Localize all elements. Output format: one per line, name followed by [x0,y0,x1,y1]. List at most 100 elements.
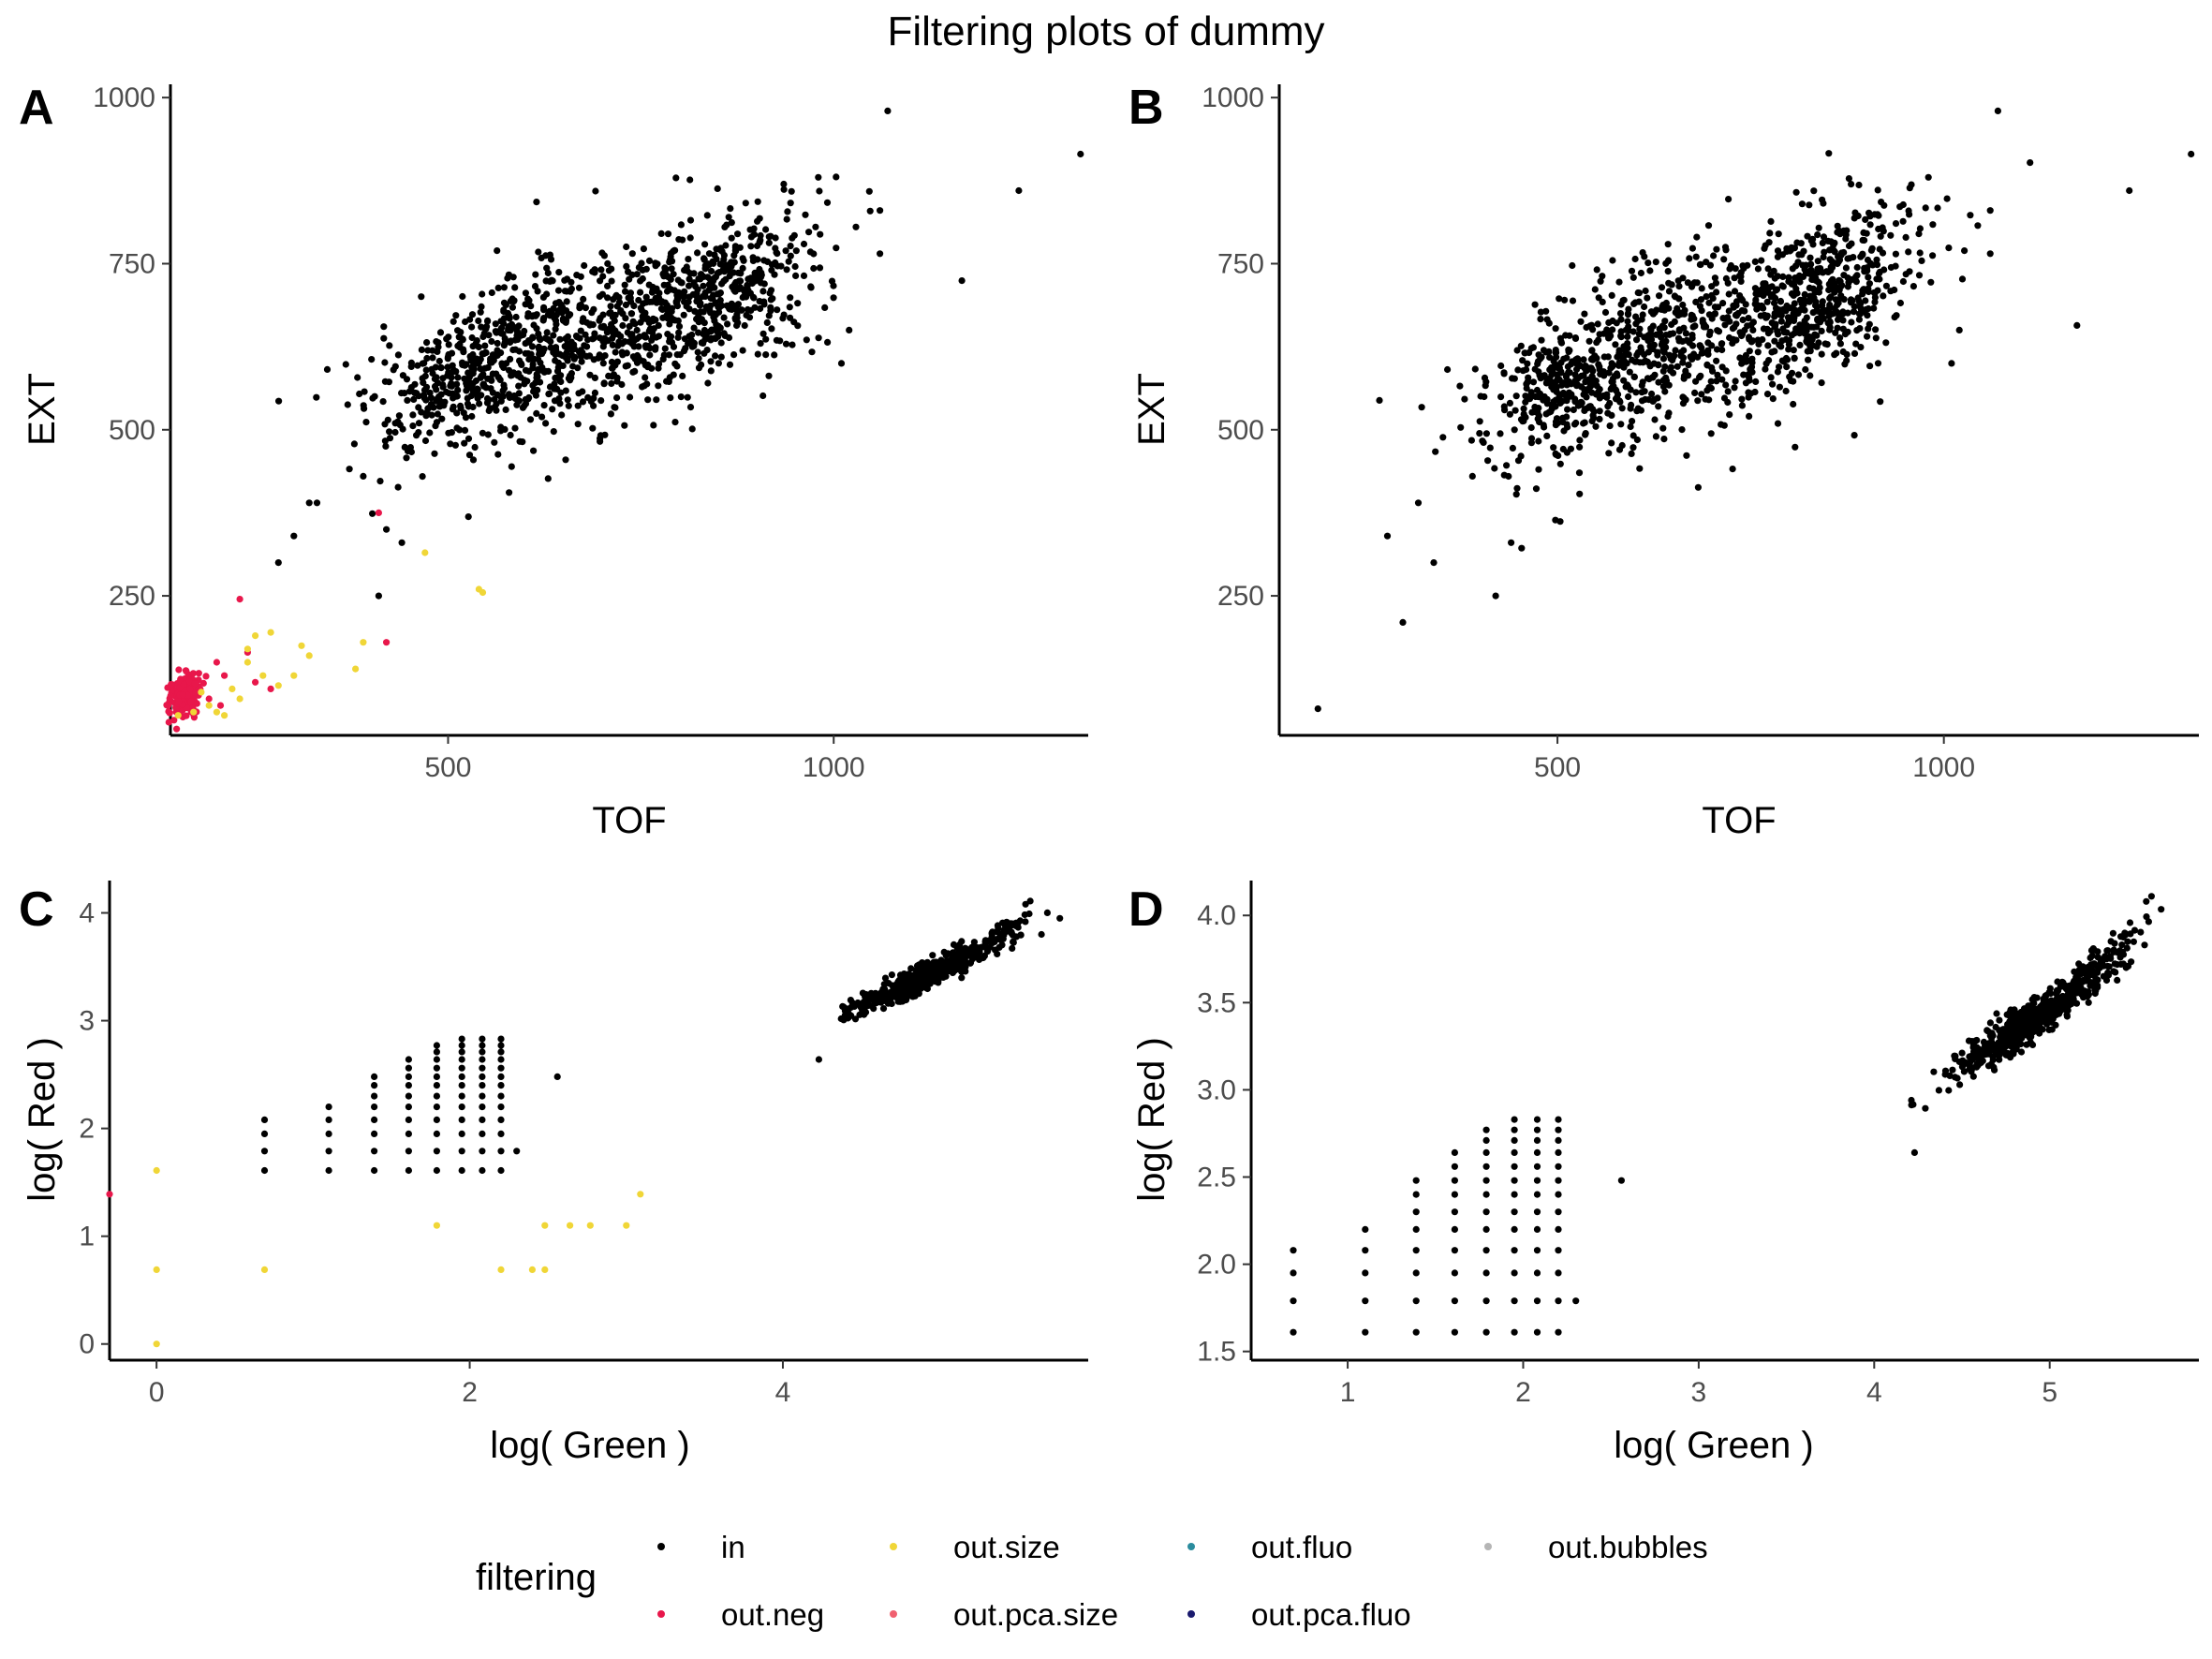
data-point [1845,175,1852,183]
x-tick-label: 4 [775,1377,791,1408]
y-tick-label: 2 [79,1114,95,1145]
data-point [612,291,620,299]
data-point [1689,323,1697,331]
data-point [484,431,492,438]
data-point [806,248,815,256]
data-point [1851,349,1859,357]
data-point [1601,308,1610,317]
data-point [541,334,550,342]
data-point [815,173,822,181]
data-point [675,322,684,330]
data-point [515,382,523,390]
data-point [680,311,687,318]
data-point [1704,222,1713,230]
data-point [415,420,423,427]
data-point [1866,221,1874,229]
data-point [1592,378,1600,385]
legend: filtering in out.size out.fluo out.bubbleso… [476,1530,1708,1632]
data-point [541,1222,549,1229]
panel-tag: D [1128,882,1164,937]
data-point [929,952,936,959]
data-point [544,475,552,482]
data-point [1635,331,1643,338]
data-point [452,368,460,376]
data-point [1699,317,1706,324]
data-point [726,304,733,312]
data-point [458,1104,465,1111]
data-point [852,223,860,230]
data-point [670,271,677,278]
data-point [1737,277,1745,285]
data-point [1899,200,1907,209]
data-point [1608,291,1615,299]
data-point [1555,1225,1562,1233]
data-point [1705,331,1713,339]
data-point [577,273,584,280]
data-point [1922,1104,1929,1112]
data-point [1685,362,1692,369]
data-point [1771,337,1778,345]
data-point [1595,361,1602,368]
y-tick-label: 250 [109,581,155,612]
data-point [1718,346,1726,354]
data-point [1665,288,1674,295]
data-point [419,473,426,481]
data-point [800,272,808,279]
data-point [695,364,703,372]
data-point [881,997,890,1005]
data-point [891,984,898,992]
data-point [1952,1074,1959,1081]
data-point [815,1056,823,1063]
data-point [229,685,236,693]
data-point [681,288,688,295]
data-point [433,1166,440,1175]
data-point [2044,999,2052,1006]
data-point [1680,372,1688,379]
data-point [477,365,484,373]
data-point [757,279,765,287]
data-point [1552,325,1559,333]
data-point [2016,1030,2025,1038]
data-point [1555,452,1562,459]
data-point [1550,444,1557,452]
data-point [1468,472,1476,480]
data-point [1625,323,1632,331]
data-point [1564,406,1571,413]
data-point [672,174,680,182]
data-point [730,269,737,276]
data-point [792,247,800,255]
data-point [1638,397,1646,405]
data-point [1836,276,1843,284]
data-point [677,221,686,229]
data-point [191,680,199,688]
data-point [1534,408,1541,416]
data-point [405,1104,412,1111]
data-point [994,950,1001,958]
data-point [788,187,795,195]
legend-key [657,1610,665,1618]
data-point [1362,1225,1369,1233]
data-point [675,329,683,336]
data-point [1624,310,1632,318]
data-point [1745,315,1752,322]
data-point [443,388,450,396]
data-point [720,262,728,270]
data-point [1792,285,1800,292]
data-point [1451,1163,1458,1170]
data-point [709,295,716,303]
data-point [597,315,604,322]
data-point [1860,229,1867,236]
data-point [1659,424,1667,432]
data-point [562,387,569,394]
data-point [1731,274,1738,282]
data-point [759,330,767,337]
data-point [1872,326,1880,333]
data-point [613,394,621,402]
data-point [881,974,890,982]
data-point [591,330,598,337]
data-point [1845,279,1852,287]
data-point [652,259,659,267]
data-point [700,256,708,263]
data-point [458,1130,465,1137]
data-point [1788,369,1796,377]
